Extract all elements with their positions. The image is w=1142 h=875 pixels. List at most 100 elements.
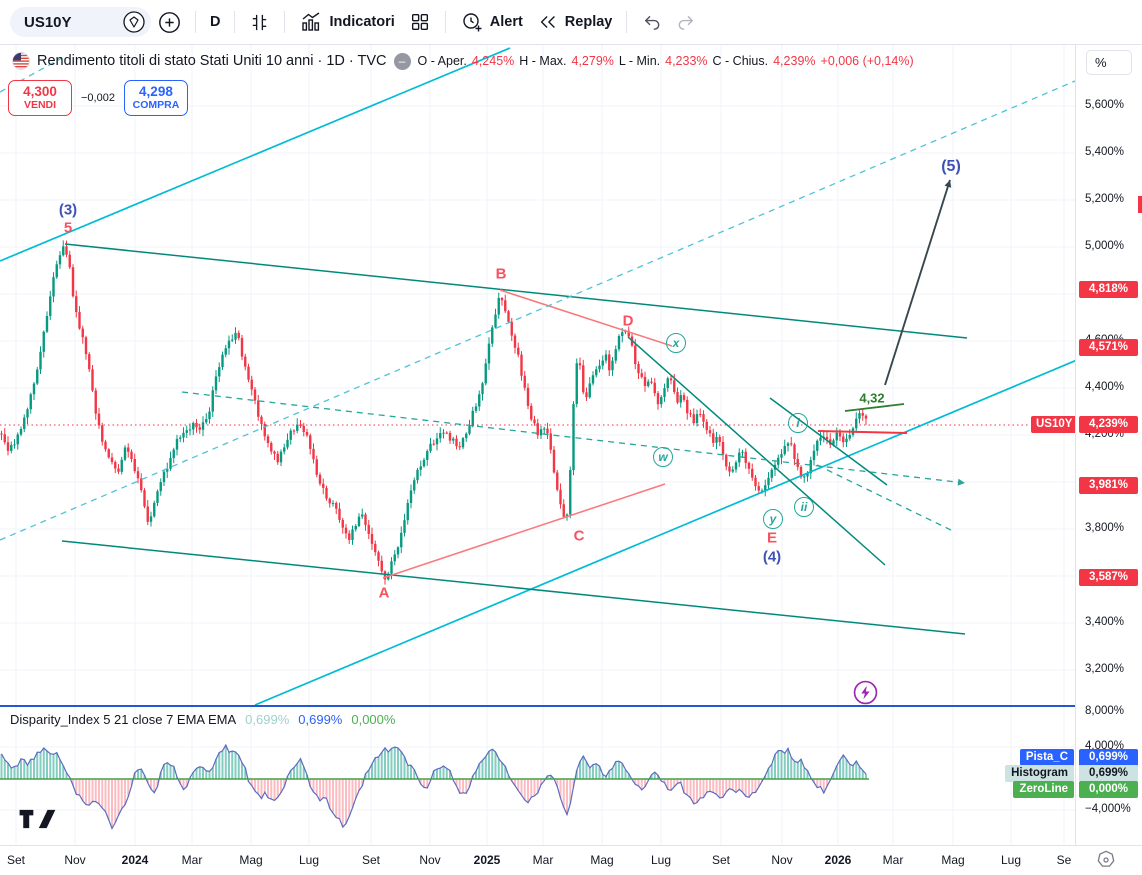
sell-label: VENDI (23, 98, 57, 111)
buy-label: COMPRA (132, 98, 180, 111)
redo-icon[interactable] (669, 6, 704, 38)
low-label: L - Min. (618, 54, 661, 68)
indicator-value-badge: 0,000% (1079, 781, 1138, 798)
wave-circle-label-ii[interactable]: ii (794, 497, 814, 517)
indicators-button[interactable]: Indicatori (292, 6, 401, 38)
wave-circle-label-x[interactable]: x (666, 333, 686, 353)
bar-style-icon[interactable] (242, 6, 277, 38)
toolbar-divider (234, 11, 236, 33)
wave-label-5[interactable]: 5 (63, 219, 73, 237)
buy-button[interactable]: 4,298 COMPRA (123, 80, 188, 116)
wave-label-B[interactable]: B (495, 265, 507, 283)
cyan-channel-upper[interactable] (0, 47, 511, 262)
dashed-teal-lower[interactable] (816, 464, 956, 533)
undo-icon[interactable] (634, 6, 669, 38)
compare-add-button[interactable] (151, 6, 188, 38)
main-chart-pane[interactable] (0, 45, 1075, 705)
teal-downtrend-upper[interactable] (64, 243, 968, 339)
wave-label-A[interactable]: A (378, 584, 390, 602)
alert-clock-icon (460, 10, 484, 34)
change-value: +0,006 (+0,14%) (820, 54, 914, 68)
indicator-value-histogram: 0,699% (245, 712, 290, 727)
cyan-channel-lower[interactable] (254, 359, 1075, 705)
alert-label: Alert (489, 14, 523, 30)
layout-grid-icon[interactable] (402, 6, 438, 38)
time-tick: Set (711, 853, 731, 867)
indicator-title[interactable]: Disparity_Index 5 21 close 7 EMA EMA (10, 712, 237, 727)
lightning-icon[interactable] (853, 680, 878, 710)
wave-label-C[interactable]: C (573, 527, 585, 545)
price-tick: 4,400% (1085, 381, 1125, 393)
symbol-search-button[interactable]: US10Y (10, 7, 151, 37)
time-tick: 2026 (824, 853, 852, 867)
indicator-legend[interactable]: Disparity_Index 5 21 close 7 EMA EMA 0,6… (10, 712, 395, 727)
indicator-tick: 8,000% (1085, 705, 1125, 717)
time-tick: Set (6, 853, 26, 867)
time-axis[interactable]: Set Nov 2024 Mar Mag Lug Set Nov 2025 Mar Mag Lug Se… (0, 845, 1142, 875)
pink-A-trend[interactable] (382, 483, 666, 579)
spread-value: −0,002 (81, 92, 115, 104)
timeframe-label: D (210, 14, 221, 30)
toolbar-divider (626, 11, 628, 33)
wave-label-D[interactable]: D (622, 312, 634, 330)
open-value: 4,245% (471, 54, 515, 68)
wave-circle-label-i[interactable]: i (788, 413, 808, 433)
pink-B-to-D[interactable] (499, 289, 673, 347)
us-flag-icon (12, 52, 30, 70)
teal-downtrend-lower[interactable] (61, 540, 966, 635)
wave-circle-label-w[interactable]: w (653, 447, 673, 467)
price-unit-button[interactable]: % (1086, 50, 1132, 75)
gem-icon[interactable] (122, 10, 146, 34)
high-value: 4,279% (571, 54, 614, 68)
replay-label: Replay (564, 14, 613, 30)
symbol-price-tag: US10Y (1031, 416, 1078, 433)
wave-circle-label-y[interactable]: y (763, 509, 783, 529)
teal-wedge-from-D[interactable] (627, 336, 886, 566)
replay-button[interactable]: Replay (530, 6, 620, 38)
tradingview-logo[interactable] (18, 808, 56, 835)
price-level-badge: 3,587% (1079, 569, 1138, 586)
axis-settings-icon[interactable] (1095, 849, 1117, 875)
dashed-teal-median-arrowhead (957, 478, 965, 486)
black-projection-arrow[interactable] (884, 179, 951, 386)
hide-series-button[interactable]: – (393, 52, 411, 70)
price-tick: 3,400% (1085, 616, 1125, 628)
pista-c-line (0, 743, 867, 830)
wave-label-432[interactable]: 4,32 (859, 390, 885, 406)
wave-label-5[interactable]: (5) (941, 158, 961, 175)
indicators-icon (299, 10, 323, 34)
teal-short-support[interactable] (769, 397, 888, 486)
trade-panel: 4,300 VENDI −0,002 4,298 COMPRA (8, 80, 188, 116)
alert-button[interactable]: Alert (453, 6, 530, 38)
time-tick: 2025 (473, 853, 501, 867)
pane-separator[interactable] (0, 705, 1142, 707)
candlestick-series (0, 240, 868, 585)
price-axis[interactable]: % 5,600%5,400%5,200%5,000%4,600%4,400%4,… (1075, 45, 1142, 875)
wave-label-3[interactable]: (3) (58, 201, 78, 219)
time-tick: Nov (64, 853, 86, 867)
dashed-cyan-trend[interactable] (0, 80, 1075, 541)
time-tick: Lug (1000, 853, 1022, 867)
price-tick: 3,200% (1085, 663, 1125, 675)
wave-label-E[interactable]: E (766, 529, 778, 547)
time-tick: Mag (239, 853, 263, 867)
price-tick: 5,400% (1085, 146, 1125, 158)
open-label: O - Aper. (417, 54, 467, 68)
green-measure-line[interactable] (844, 403, 905, 412)
sell-button[interactable]: 4,300 VENDI (8, 80, 72, 116)
price-tick: 5,000% (1085, 240, 1125, 252)
indicator-pane[interactable] (0, 707, 1075, 845)
time-tick: Mag (941, 853, 965, 867)
red-level-segment[interactable] (817, 430, 908, 434)
time-tick: Se (1056, 853, 1072, 867)
top-toolbar: US10Y D Indicatori Alert (0, 0, 1142, 45)
indicators-label: Indicatori (329, 14, 395, 30)
chart-title[interactable]: Rendimento titoli di stato Stati Uniti 1… (37, 53, 387, 69)
toolbar-divider (284, 11, 286, 33)
price-tick: 5,600% (1085, 99, 1125, 111)
timeframe-button[interactable]: D (203, 6, 227, 38)
time-tick: Mag (590, 853, 614, 867)
indicator-name-badge-zeroline: ZeroLine (1013, 781, 1074, 798)
wave-label-4[interactable]: (4) (762, 548, 782, 566)
buy-price: 4,298 (139, 83, 173, 99)
